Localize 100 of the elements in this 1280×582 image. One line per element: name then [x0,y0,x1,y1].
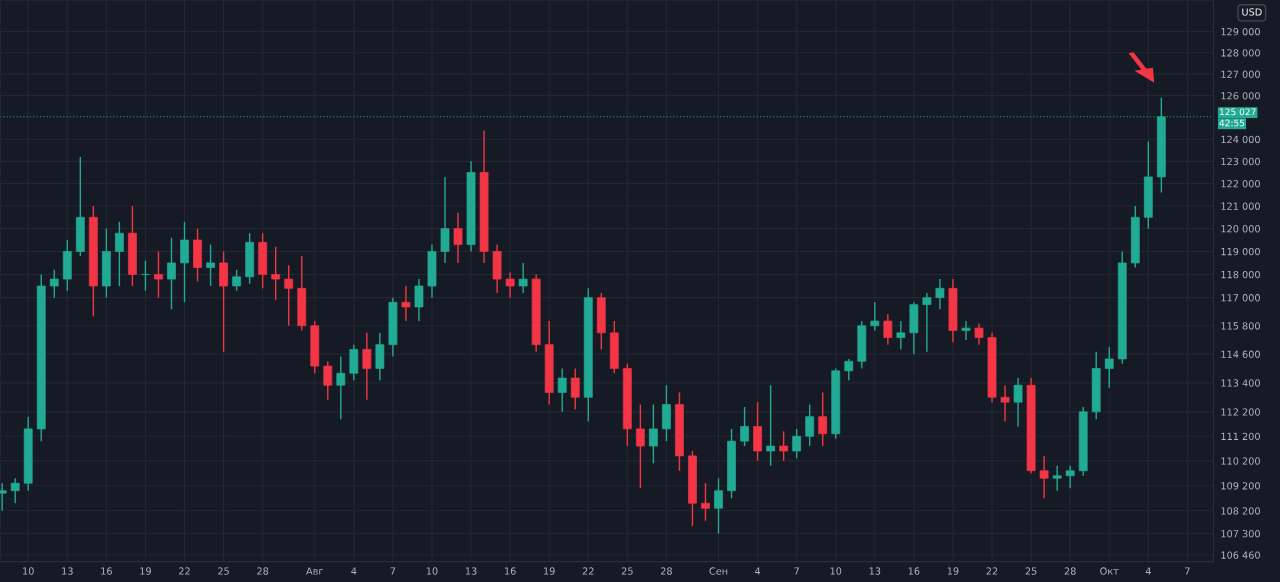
x-tick-label: 10 [23,567,34,575]
candlestick [219,250,228,353]
candlestick [115,221,124,287]
candlestick [844,358,854,382]
candlestick [1065,465,1075,489]
candlestick [818,391,828,447]
x-tick-label: 7 [794,567,799,575]
candlestick [271,246,281,301]
candlestick [883,313,893,346]
candlestick [323,360,333,401]
candlestick [792,428,802,460]
y-tick-label: 126 000 [1221,92,1260,100]
candlestick [375,332,385,382]
y-tick-label: 110 200 [1221,457,1260,465]
candlestick [557,367,567,413]
x-tick-label: 28 [257,567,269,575]
y-tick-label: 115 800 [1221,322,1260,330]
candlestick [935,278,945,311]
x-tick-label: 19 [947,567,959,575]
x-tick-label: 16 [101,567,112,575]
x-tick-label: 13 [465,567,477,575]
x-tick-label: 28 [660,567,672,575]
candlestick [779,430,789,462]
candlestick [167,237,176,311]
candlestick [518,262,528,294]
candlestick [740,406,749,447]
y-tick-label: 120 000 [1221,225,1260,233]
x-tick-label: 25 [218,567,229,575]
candlestick [440,176,450,264]
candlestick [349,343,359,382]
candlestick [1039,455,1049,499]
x-tick-label: 19 [544,567,555,575]
candlestick [1013,377,1023,428]
y-tick-label: 127 000 [1221,70,1260,78]
x-tick-label: 7 [390,567,396,575]
y-tick-label: 118 000 [1221,270,1260,279]
x-tick-label: 13 [869,567,881,575]
candlestick [701,482,710,522]
x-tick-label: 7 [1185,567,1190,575]
candlestick [766,384,775,467]
x-tick-label: 10 [426,567,438,575]
candlestick [401,285,411,322]
text: USD [1242,8,1262,16]
candlestick [961,320,971,341]
y-tick-label: 111 200 [1221,432,1260,441]
x-tick-label: Авг [306,567,324,575]
y-tick-label: 124 000 [1221,135,1260,144]
candlestick [206,243,215,287]
candlestick [180,221,189,304]
candlestick [1052,465,1062,492]
y-tick-label: 114 600 [1221,350,1260,358]
y-tick-label: 121 000 [1221,202,1260,210]
x-tick-label: 22 [986,567,998,575]
candlestick [1000,384,1010,423]
x-tick-label: 16 [908,567,920,575]
candlestick [805,403,815,447]
x-tick-label: 19 [140,567,151,575]
y-tick-label: 112 200 [1221,408,1260,416]
candlestick [414,278,424,322]
candlestick [336,355,346,420]
candlestick [362,332,372,401]
x-tick-label: 10 [830,567,842,575]
y-tick-label: 129 000 [1221,27,1260,36]
candlestick [453,212,463,264]
x-tick-label: 22 [179,567,190,575]
candlestick [570,367,580,411]
candlestick [896,320,906,351]
candlestick [635,403,645,489]
candlestick [49,269,59,299]
x-tick-label: Сен [709,567,728,575]
x-tick-label: 13 [62,567,73,575]
candlestick [870,301,880,332]
y-tick-label: 108 200 [1221,507,1260,515]
x-tick-label: 4 [1145,567,1151,575]
x-tick-label: 28 [1064,567,1076,575]
y-tick-label: 128 000 [1221,49,1260,57]
x-tick-label: Окт [1100,567,1119,575]
text: 42:55 [1219,119,1245,127]
candlestick [922,292,932,353]
candlestick [974,322,984,346]
candlestick [154,250,163,299]
y-tick-label: 113 400 [1221,379,1260,387]
x-tick-label: 25 [621,567,633,575]
y-tick-label: 119 000 [1221,247,1260,256]
candlestick [10,477,20,504]
x-tick-label: 4 [351,567,357,575]
y-tick-label: 122 000 [1221,180,1260,188]
y-tick-label: 107 300 [1221,530,1260,538]
candlestick [284,264,294,327]
y-tick-label: 123 000 [1221,157,1260,166]
x-tick-label: 16 [505,567,516,575]
candlestick [1104,346,1114,389]
candlestick [714,477,723,535]
y-tick-label: 109 200 [1221,482,1260,490]
candlestick [649,403,658,465]
x-tick-label: 22 [582,567,594,575]
candlestick [505,271,515,299]
y-tick-label: 106 460 [1221,551,1260,559]
y-tick-label: 117 000 [1221,294,1260,302]
x-tick-label: 4 [754,567,761,575]
